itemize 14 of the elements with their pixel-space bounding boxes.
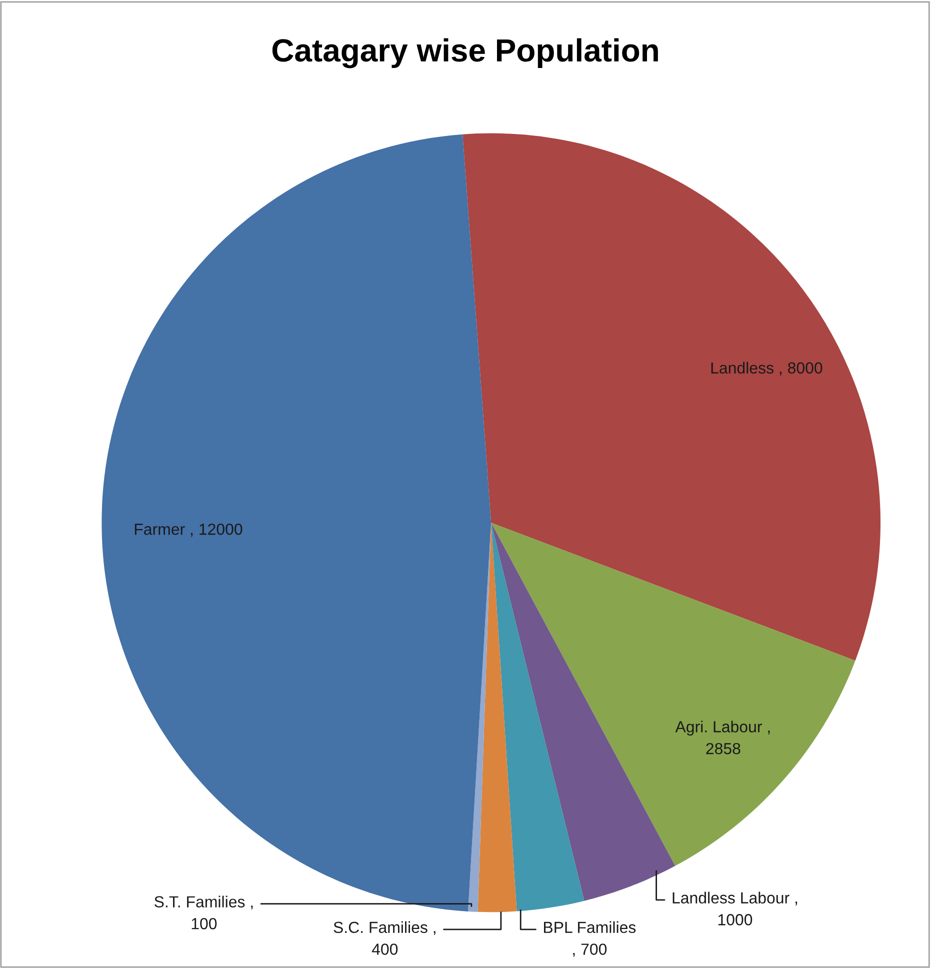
pie-slice	[478, 522, 517, 912]
slice-label: Farmer , 12000	[134, 524, 242, 537]
pie-slice	[491, 522, 856, 866]
slice-label: Landless , 8000	[711, 362, 822, 376]
slice-label: BPL Families	[544, 921, 636, 934]
slice-label: S.C. Families , 400	[334, 921, 436, 955]
pie-slice	[102, 134, 492, 912]
pie-slice	[491, 522, 584, 912]
chart-title: Catagary wise Population	[272, 38, 658, 68]
slice-label: S.T. Families , 100	[154, 896, 253, 930]
data-label: , 700	[573, 944, 607, 957]
pie-slice	[462, 133, 880, 661]
slice-label: Agri. Labour , 2858	[675, 720, 770, 754]
slice-label: Landless Labour , 1000	[672, 892, 798, 926]
